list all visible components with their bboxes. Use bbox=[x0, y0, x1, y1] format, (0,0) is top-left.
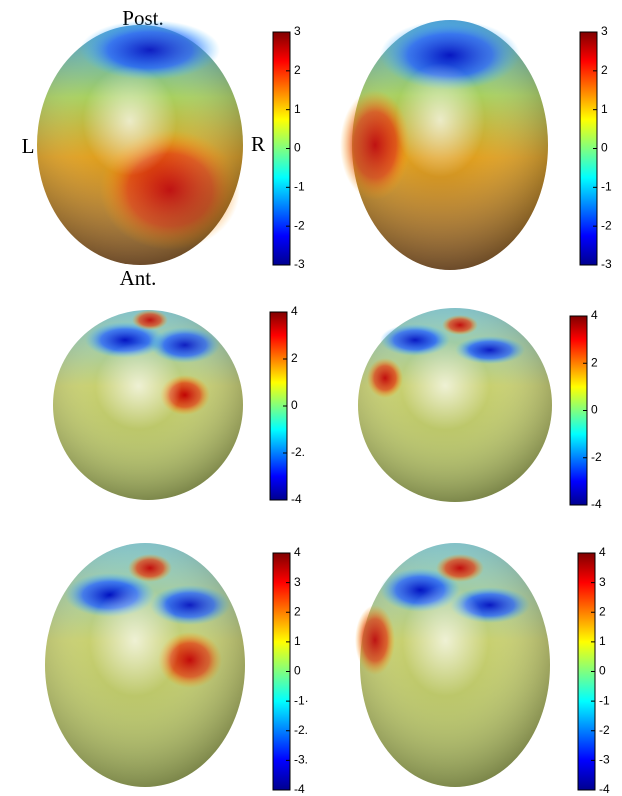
figure: Post. L R Ant. 3210-1-2-33210-1-2-3420-2… bbox=[0, 0, 622, 796]
colorbar-tick-label: -1 bbox=[601, 180, 612, 194]
head-map bbox=[355, 543, 550, 787]
colorbar-tick-label: 3 bbox=[599, 575, 606, 589]
colorbar-tick-label: 2 bbox=[294, 63, 301, 77]
colorbar-tick-label: -1· bbox=[294, 693, 309, 707]
colorbar-tick-label: 2 bbox=[291, 351, 298, 365]
colorbar-tick-label: 2 bbox=[591, 355, 598, 369]
colorbar-tick-label: -1 bbox=[599, 693, 610, 707]
head-map bbox=[340, 20, 548, 270]
colorbar-tick-label: 0 bbox=[294, 664, 301, 678]
colorbar-tick-label: -1 bbox=[294, 180, 305, 194]
colorbar-tick-label: 3 bbox=[294, 575, 301, 589]
colorbar-tick-label: 0 bbox=[599, 664, 606, 678]
colorbar-tick-label: 3 bbox=[294, 24, 301, 38]
colorbar-tick-label: -2 bbox=[601, 218, 612, 232]
colorbar-tick-label: 1 bbox=[601, 102, 608, 116]
left-label: L bbox=[22, 134, 35, 158]
colorbar-tick-label: -4 bbox=[599, 782, 610, 796]
colorbar-tick-label: -3. bbox=[294, 753, 308, 767]
colorbar-tick-label: 3 bbox=[601, 24, 608, 38]
head-shading bbox=[37, 25, 243, 265]
colorbar-tick-label: 4 bbox=[591, 308, 598, 322]
colorbar-tick-label: -4 bbox=[294, 782, 305, 796]
colorbar-tick-label: -4 bbox=[591, 497, 602, 511]
colorbar-tick-label: 0 bbox=[591, 403, 598, 417]
head-map bbox=[53, 310, 243, 500]
colorbar-tick-label: -4 bbox=[291, 492, 302, 506]
colorbar-tick-label: 0 bbox=[291, 398, 298, 412]
head-shading bbox=[45, 543, 245, 787]
colorbar-tick-label: 1 bbox=[294, 634, 301, 648]
colorbar-tick-label: 2 bbox=[601, 63, 608, 77]
colorbar-tick-label: -3 bbox=[294, 257, 305, 271]
head-shading bbox=[360, 543, 550, 787]
head-map bbox=[37, 20, 243, 265]
colorbar-tick-label: 2 bbox=[599, 604, 606, 618]
colorbar-tick-label: 1 bbox=[294, 102, 301, 116]
colorbar-tick-label: 1 bbox=[599, 634, 606, 648]
colorbar-tick-label: -2. bbox=[294, 723, 308, 737]
colorbar-tick-label: 4 bbox=[599, 545, 606, 559]
colorbar-tick-label: 4 bbox=[291, 304, 298, 318]
head-map bbox=[45, 543, 245, 787]
colorbar-tick-label: 2 bbox=[294, 604, 301, 618]
head-shading bbox=[352, 20, 548, 270]
head-shading bbox=[53, 310, 243, 500]
right-label: R bbox=[251, 132, 265, 156]
colorbar-tick-label: 4 bbox=[294, 545, 301, 559]
colorbar-tick-label: -3 bbox=[601, 257, 612, 271]
anterior-label: Ant. bbox=[120, 266, 157, 290]
colorbar-tick-label: -2. bbox=[291, 445, 305, 459]
colorbar-tick-label: -3 bbox=[599, 753, 610, 767]
colorbar-tick-label: 0 bbox=[601, 141, 608, 155]
colorbar-tick-label: -2 bbox=[294, 218, 305, 232]
colorbar-tick-label: 0 bbox=[294, 141, 301, 155]
head-shading bbox=[358, 308, 552, 502]
colorbar-tick-label: -2 bbox=[591, 450, 602, 464]
head-map bbox=[358, 308, 552, 502]
colorbar-tick-label: -2 bbox=[599, 723, 610, 737]
